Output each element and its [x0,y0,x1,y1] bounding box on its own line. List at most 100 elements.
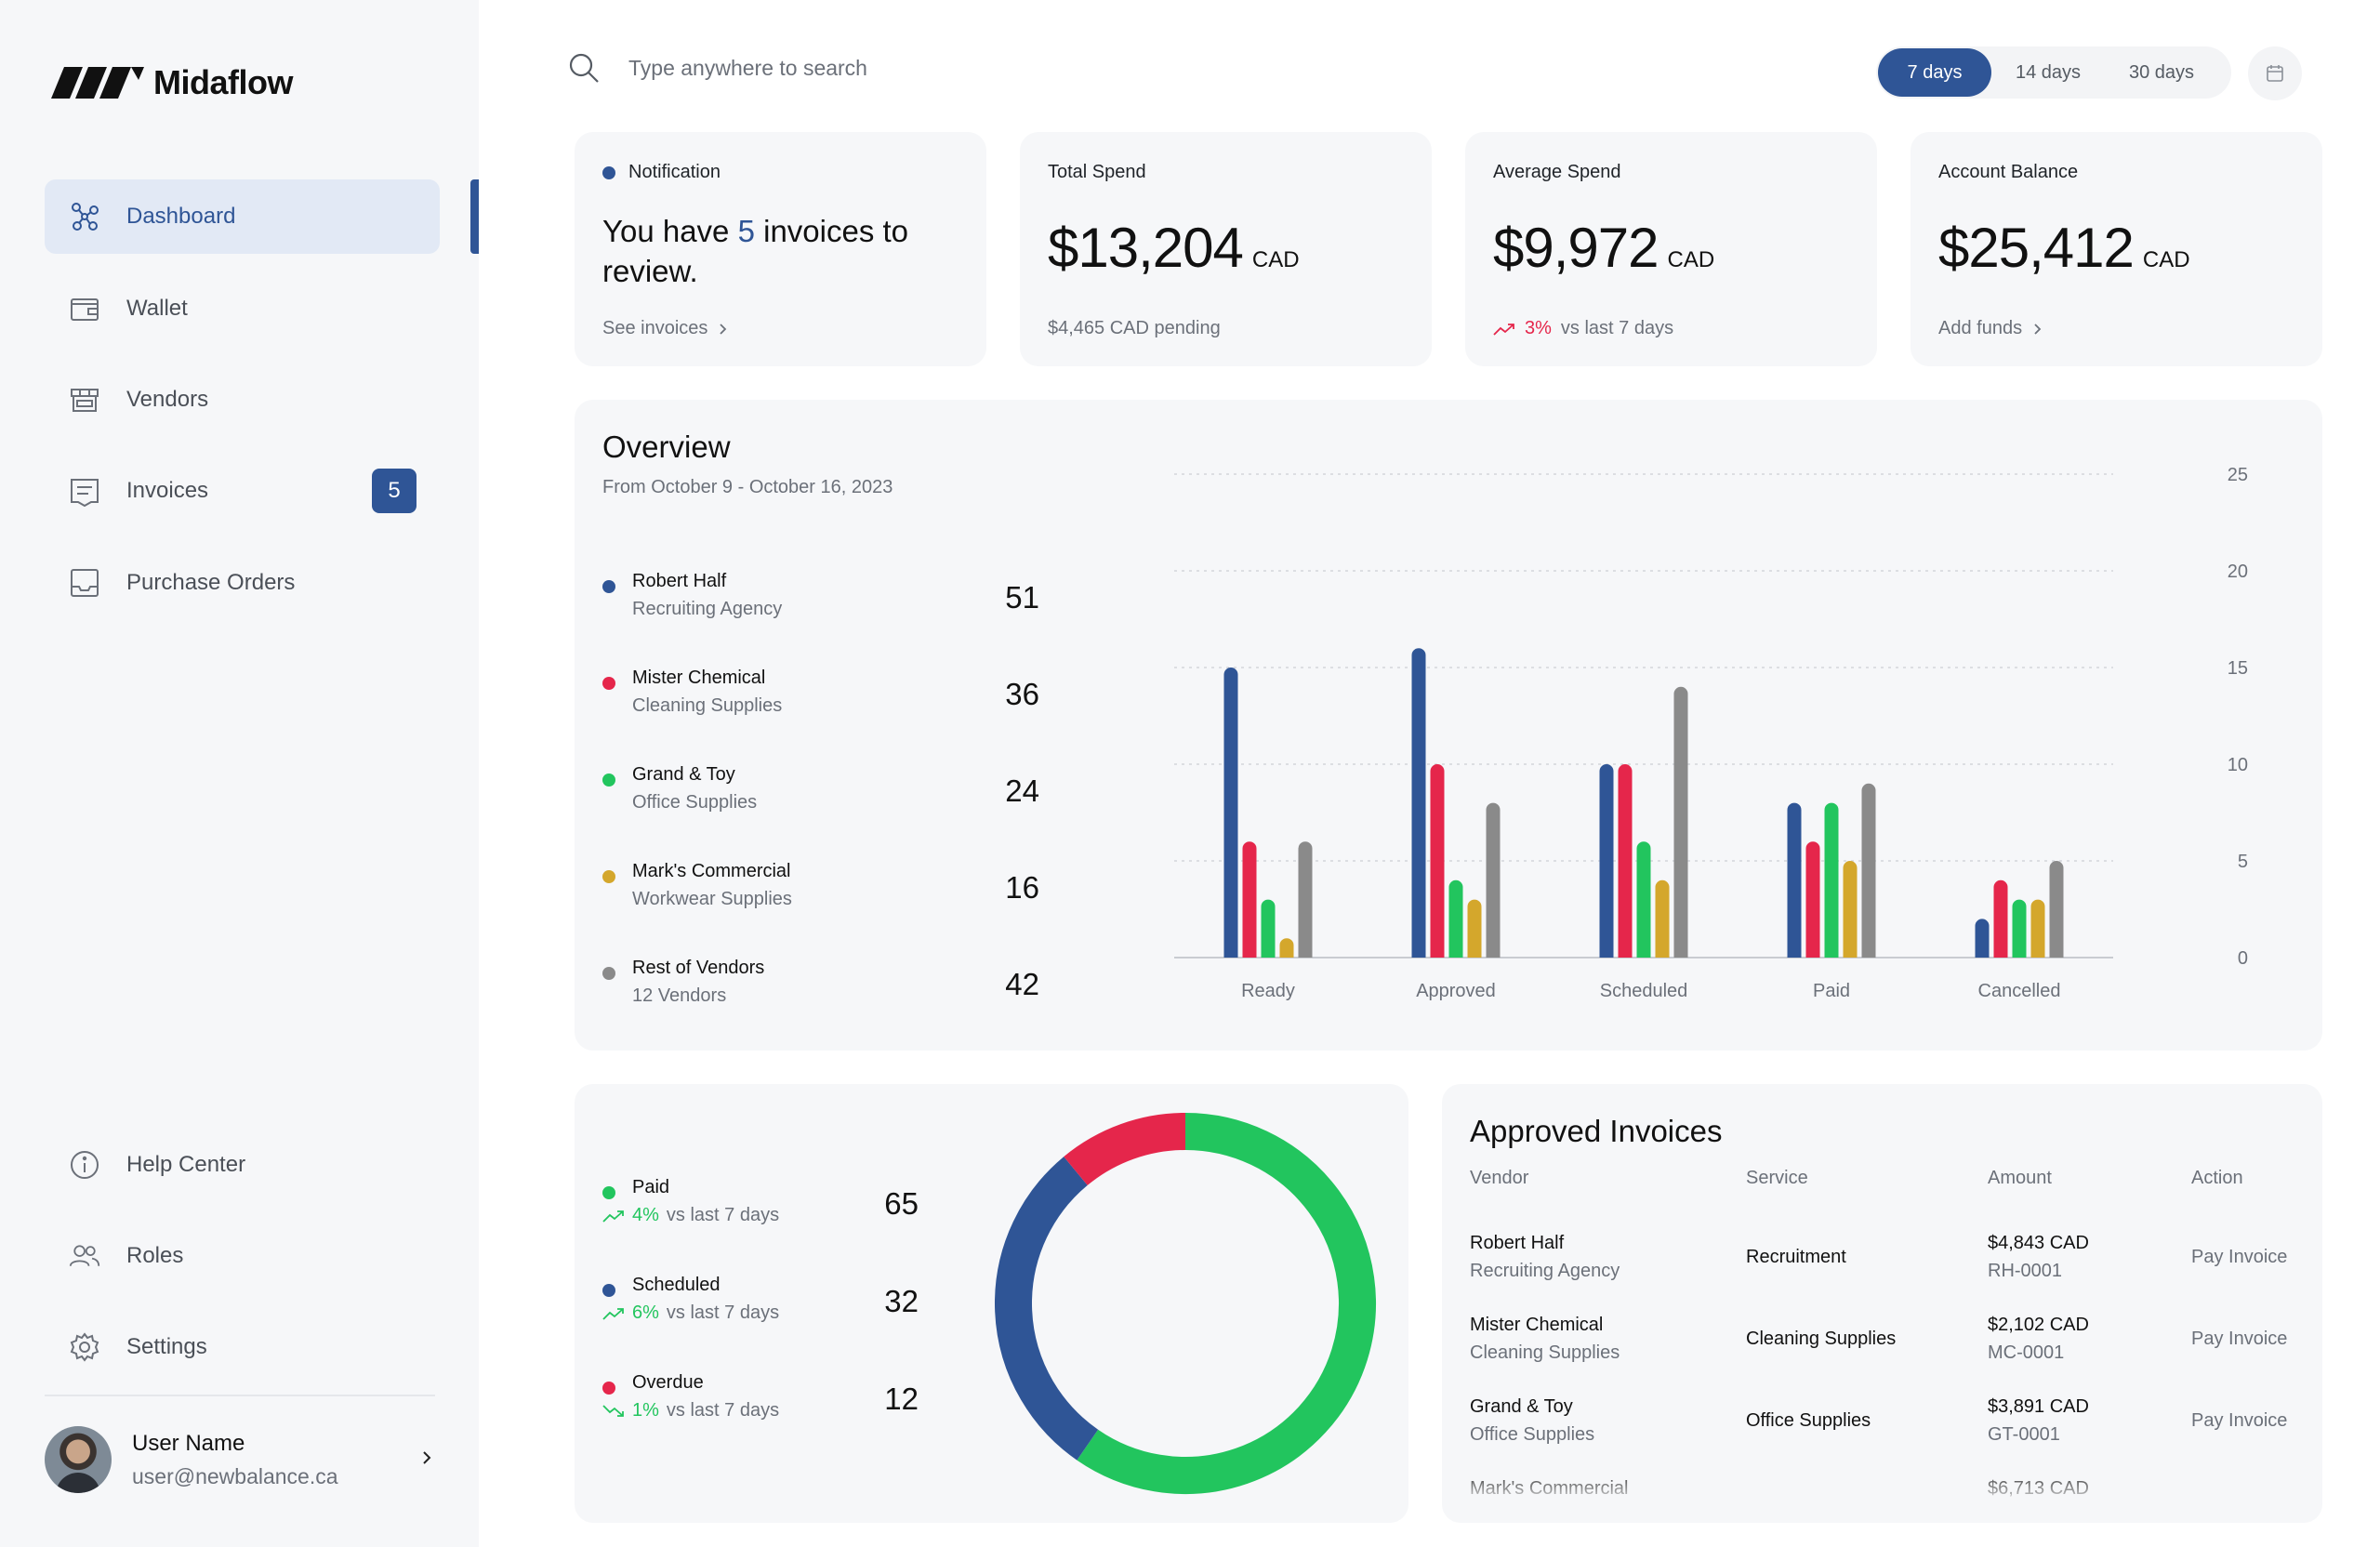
invoice-service: Office Supplies [1746,1410,1871,1431]
bar-approved-series-4[interactable] [1486,802,1501,958]
bar-scheduled-series-0[interactable] [1599,764,1614,958]
user-profile[interactable]: User Name user@newbalance.ca [45,1424,440,1495]
column-service: Service [1746,1168,1808,1188]
y-tick-label: 10 [2228,755,2248,775]
approved-invoices-title: Approved Invoices [1470,1114,1723,1148]
payment-status-card: Paid 4% vs last 7 days 65 Scheduled 6% vs last… [575,1084,1408,1523]
status-delta: 6% vs last 7 days [602,1302,779,1324]
vendor-count: 24 [1005,774,1039,808]
user-name: User Name [132,1430,245,1456]
vendor-count: 42 [1005,967,1039,1001]
nav-wallet[interactable]: Wallet [45,271,440,346]
overview-card: Overview From October 9 - October 16, 20… [575,400,2322,1051]
bar-scheduled-series-3[interactable] [1655,879,1670,958]
bar-cancelled-series-0[interactable] [1975,919,1990,958]
nav-vendors[interactable]: Vendors [45,363,440,437]
add-funds-link[interactable]: Add funds [1938,318,2043,339]
invoices-count-badge: 5 [372,469,416,513]
x-category-label: Scheduled [1600,981,1688,1001]
trend-down-icon [602,1404,624,1417]
bar-ready-series-0[interactable] [1223,668,1238,958]
bar-ready-series-2[interactable] [1261,899,1276,958]
bar-cancelled-series-4[interactable] [2049,861,2064,958]
see-invoices-link[interactable]: See invoices [602,318,728,339]
bar-scheduled-series-1[interactable] [1618,764,1633,958]
bar-paid-series-3[interactable] [1843,861,1858,958]
info-icon [69,1149,100,1181]
search-bar[interactable]: Type anywhere to search [567,51,867,85]
bar-approved-series-3[interactable] [1467,899,1482,958]
nav-help-center-label: Help Center [126,1152,246,1177]
nav-invoices[interactable]: Invoices 5 [45,454,440,528]
vendor-count: 16 [1005,870,1039,905]
vendor-category: Office Supplies [632,792,758,813]
nav-roles-label: Roles [126,1243,184,1268]
chevron-right-icon [720,323,727,335]
donut-segment-scheduled[interactable] [995,1157,1099,1461]
period-7-days[interactable]: 7 days [1878,48,1991,97]
bar-cancelled-series-2[interactable] [2012,899,2027,958]
nav-wallet-label: Wallet [126,296,188,321]
bar-ready-series-3[interactable] [1279,938,1294,958]
vendor-legend-row: Rest of Vendors 12 Vendors 42 [602,958,1039,1023]
nav-settings[interactable]: Settings [45,1310,440,1384]
bar-approved-series-1[interactable] [1430,764,1445,958]
invoice-vendor: Grand & Toy [1470,1396,1573,1417]
users-icon [69,1240,100,1272]
legend-dot [602,870,615,883]
bar-approved-series-0[interactable] [1411,648,1426,958]
period-14-days[interactable]: 14 days [2015,61,2082,83]
wallet-icon [69,293,100,324]
approved-invoices-card: Approved Invoices Vendor Service Amount … [1442,1084,2322,1523]
bar-scheduled-series-4[interactable] [1673,686,1688,958]
pay-invoice-button[interactable]: Pay Invoice [2191,1247,2288,1267]
x-category-label: Approved [1416,981,1496,1001]
midaflow-logo-icon [51,67,144,99]
bar-paid-series-0[interactable] [1787,802,1802,958]
status-delta: 1% vs last 7 days [602,1400,779,1421]
invoice-amount: $2,102 CAD [1988,1315,2089,1335]
bar-paid-series-4[interactable] [1861,783,1876,958]
nav-purchase-orders[interactable]: Purchase Orders [45,546,440,620]
trend-up-icon [602,1307,624,1320]
vendor-category: Workwear Supplies [632,889,792,909]
nav-roles[interactable]: Roles [45,1219,440,1293]
brand-logo[interactable]: Midaflow [51,63,293,102]
search-icon [569,53,599,83]
bar-ready-series-1[interactable] [1242,841,1257,958]
vendor-legend-row: Mark's Commercial Workwear Supplies 16 [602,861,1039,926]
status-dot [602,1382,615,1395]
bar-cancelled-series-1[interactable] [1993,879,2008,958]
table-fade [1442,1467,2322,1523]
nav-help-center[interactable]: Help Center [45,1128,440,1202]
vendor-name: Mark's Commercial [632,861,791,881]
search-input[interactable]: Type anywhere to search [628,55,867,80]
status-row-scheduled: Scheduled 6% vs last 7 days 32 [602,1275,919,1340]
bar-approved-series-2[interactable] [1448,879,1463,958]
invoice-vendor-category: Office Supplies [1470,1424,1595,1445]
status-dot [602,1284,615,1297]
vendor-count: 36 [1005,677,1039,711]
calendar-button[interactable] [2248,46,2302,100]
vendor-count: 51 [1005,580,1039,615]
graph-nodes-icon [69,201,100,232]
status-delta: 4% vs last 7 days [602,1205,779,1226]
donut-segment-overdue[interactable] [1064,1113,1186,1186]
donut-segment-paid[interactable] [1077,1113,1376,1494]
average-spend-card: Average Spend $9,972 CAD 3% vs last 7 days [1465,132,1877,366]
y-tick-label: 5 [2238,852,2248,872]
pay-invoice-button[interactable]: Pay Invoice [2191,1410,2288,1431]
invoice-code: GT-0001 [1988,1424,2060,1445]
store-icon [69,384,100,416]
sidebar-divider [45,1395,435,1396]
nav-dashboard[interactable]: Dashboard [45,179,440,254]
bar-paid-series-2[interactable] [1824,802,1839,958]
bar-ready-series-4[interactable] [1298,841,1313,958]
bar-cancelled-series-3[interactable] [2030,899,2045,958]
bar-scheduled-series-2[interactable] [1636,841,1651,958]
bar-paid-series-1[interactable] [1805,841,1820,958]
vendor-legend-row: Mister Chemical Cleaning Supplies 36 [602,668,1039,733]
period-30-days[interactable]: 30 days [2128,61,2195,83]
pay-invoice-button[interactable]: Pay Invoice [2191,1329,2288,1349]
sidebar: Midaflow Dashboard Wallet Vendors [0,0,479,1547]
